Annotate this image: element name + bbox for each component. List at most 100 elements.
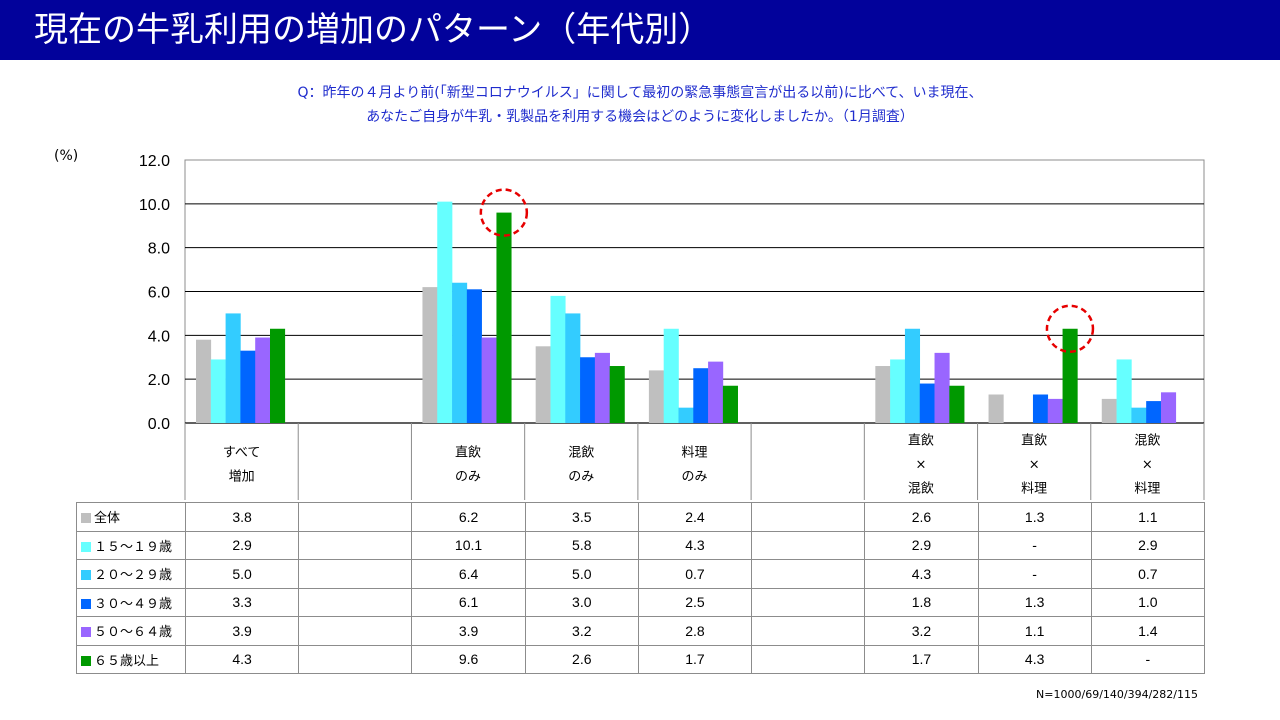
unit-label: (%): [54, 148, 79, 164]
legend-entry: １５～１９歳: [76, 530, 186, 560]
table-row: 全体 3.8 6.2 3.5 2.4 2.6 1.3 1.1: [76, 502, 1205, 532]
legend-label: １５～１９歳: [94, 539, 173, 555]
bar: [452, 282, 468, 423]
category-label: ×: [915, 458, 926, 473]
y-tick-label: 4.0: [148, 328, 170, 345]
table-cell: 5.0: [184, 559, 300, 589]
category-label: のみ: [455, 470, 481, 485]
category-label: 料理: [1134, 482, 1160, 497]
legend-swatch: [81, 627, 91, 638]
table-cell: [751, 644, 866, 674]
table-cell: 6.2: [411, 502, 526, 532]
legend-swatch: [81, 570, 91, 581]
bar: [594, 352, 610, 423]
highlight-circle: [479, 188, 529, 237]
category-label: すべて: [223, 446, 261, 461]
table-cell: 4.3: [864, 559, 979, 589]
legend-entry: 全体: [76, 502, 186, 532]
table-cell: -: [977, 530, 1092, 560]
table-cell: [298, 530, 413, 560]
table-cell: 3.9: [411, 616, 526, 646]
legend-entry: ５０～６４歳: [76, 616, 186, 646]
bar: [919, 383, 935, 423]
table-cell: [298, 587, 413, 617]
legend-label: ２０～２９歳: [94, 568, 173, 584]
bar: [580, 357, 596, 423]
bar: [904, 328, 921, 423]
y-tick-label: 2.0: [148, 372, 170, 389]
bar: [466, 289, 482, 423]
bar: [481, 337, 497, 423]
bar: [722, 385, 738, 423]
table-cell: 1.8: [864, 587, 979, 617]
category-label: 混飲: [568, 445, 594, 461]
table-cell: 3.0: [524, 587, 639, 617]
bar: [255, 337, 271, 423]
bar: [934, 352, 950, 423]
bar: [1101, 398, 1117, 423]
legend-label: ５０～６４歳: [94, 625, 173, 641]
bar-layer: [196, 201, 1177, 423]
bar: [1047, 398, 1063, 423]
table-cell: 2.6: [864, 502, 979, 532]
bar: [1062, 328, 1078, 423]
highlight-layer: [479, 188, 1095, 354]
bar: [693, 368, 709, 423]
legend-swatch: [81, 598, 91, 609]
category-label: 直飲: [455, 445, 481, 461]
table-cell: 4.3: [637, 530, 753, 560]
category-label: ×: [1029, 458, 1040, 473]
table-cell: 2.9: [864, 530, 979, 560]
legend-label: 全体: [94, 511, 121, 527]
table-cell: 2.5: [637, 587, 753, 617]
bar: [1116, 359, 1132, 423]
category-label: ×: [1142, 458, 1153, 473]
highlight-circle: [1045, 304, 1095, 354]
bar: [1160, 392, 1177, 423]
bar: [437, 201, 453, 423]
table-row: ５０～６４歳 3.9 3.9 3.2 2.8 3.2 1.1 1.4: [76, 616, 1205, 646]
bar: [1146, 401, 1162, 423]
category-label: 混飲: [1134, 433, 1160, 449]
bar: [210, 359, 226, 423]
bar: [422, 287, 438, 423]
bar: [663, 328, 679, 423]
legend-swatch: [81, 655, 91, 666]
table-cell: 1.3: [977, 502, 1092, 532]
table-cell: 3.2: [524, 616, 639, 646]
bar: [678, 407, 694, 423]
table-cell: 3.5: [524, 502, 639, 532]
category-label: 混飲: [908, 481, 934, 497]
table-cell: 0.7: [1090, 559, 1205, 589]
data-table: 全体 3.8 6.2 3.5 2.4 2.6 1.3 1.1 １５～１９歳 2.9 10.1 5.8 4…: [76, 502, 1205, 674]
table-cell: [298, 502, 413, 532]
category-label: のみ: [568, 470, 594, 485]
bar: [240, 350, 256, 423]
table-cell: [751, 502, 866, 532]
legend-label: ６５歳以上: [94, 653, 160, 669]
legend-label: ３０～４９歳: [94, 596, 173, 612]
table-cell: 1.3: [977, 587, 1092, 617]
table-cell: [298, 644, 413, 674]
category-label: 直飲: [908, 433, 934, 449]
category-label: 料理: [681, 446, 707, 461]
question-line-2: あなたご自身が牛乳・乳製品を利用する機会はどのように変化しましたか。（1月調査）: [366, 109, 914, 125]
table-cell: 9.6: [411, 644, 526, 674]
bar: [196, 339, 212, 423]
bar: [225, 313, 241, 423]
table-cell: 1.7: [864, 644, 979, 674]
table-row: １５～１９歳 2.9 10.1 5.8 4.3 2.9-2.9: [76, 530, 1205, 560]
legend-entry: ２０～２９歳: [76, 559, 186, 589]
table-cell: 2.8: [637, 616, 753, 646]
table-cell: 1.1: [977, 616, 1092, 646]
table-row: ６５歳以上 4.3 9.6 2.6 1.7 1.7 4.3-: [76, 644, 1205, 674]
legend-swatch: [81, 513, 91, 524]
table-cell: [751, 616, 866, 646]
category-label: 料理: [1021, 482, 1047, 497]
table-cell: 4.3: [184, 644, 300, 674]
category-label: 直飲: [1021, 433, 1047, 449]
table-cell: 1.4: [1090, 616, 1205, 646]
table-cell: 3.9: [184, 616, 300, 646]
